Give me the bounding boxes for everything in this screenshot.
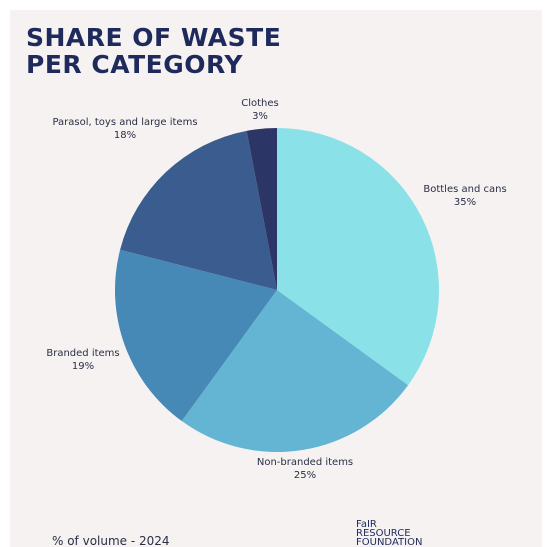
title-line-2: PER CATEGORY: [26, 50, 243, 79]
slice-label-parasol-toys-and-large-items: Parasol, toys and large items: [52, 117, 197, 128]
title-line-1: SHARE OF WASTE: [26, 23, 282, 52]
slice-value-parasol-toys-and-large-items: 18%: [114, 130, 136, 141]
pie-slice-branded-items: [115, 249, 277, 422]
slice-value-non-branded-items: 25%: [294, 470, 316, 481]
slice-label-branded-items: Branded items: [46, 348, 119, 359]
slice-value-bottles-and-cans: 35%: [454, 197, 476, 208]
slice-value-branded-items: 19%: [72, 361, 94, 372]
logo-line-1: FaIR: [356, 519, 377, 530]
slice-value-clothes: 3%: [252, 111, 268, 122]
pie-slice-bottles-and-cans: [277, 128, 439, 386]
pie-slice-parasol-toys-and-large-items: [120, 130, 277, 290]
pie-slice-non-branded-items: [181, 290, 409, 452]
foundation-logo: FaIR RESOURCE FOUNDATION: [356, 520, 422, 547]
pie-chart: Bottles and cans 35% Non-branded items 25% B…: [46, 98, 506, 481]
slice-label-non-branded-items: Non-branded items: [257, 457, 353, 468]
pie-slice-clothes: [246, 128, 277, 290]
logo-line-3: FOUNDATION: [356, 537, 423, 547]
slice-label-bottles-and-cans: Bottles and cans: [423, 184, 506, 195]
logo-line-2: RESOURCE: [356, 528, 411, 539]
chart-card: SHARE OF WASTE PER CATEGORY Bottles and …: [10, 10, 542, 547]
chart-title: SHARE OF WASTE PER CATEGORY: [26, 24, 281, 78]
slice-label-clothes: Clothes: [241, 98, 279, 109]
footer-note: % of volume - 2024: [52, 534, 170, 547]
